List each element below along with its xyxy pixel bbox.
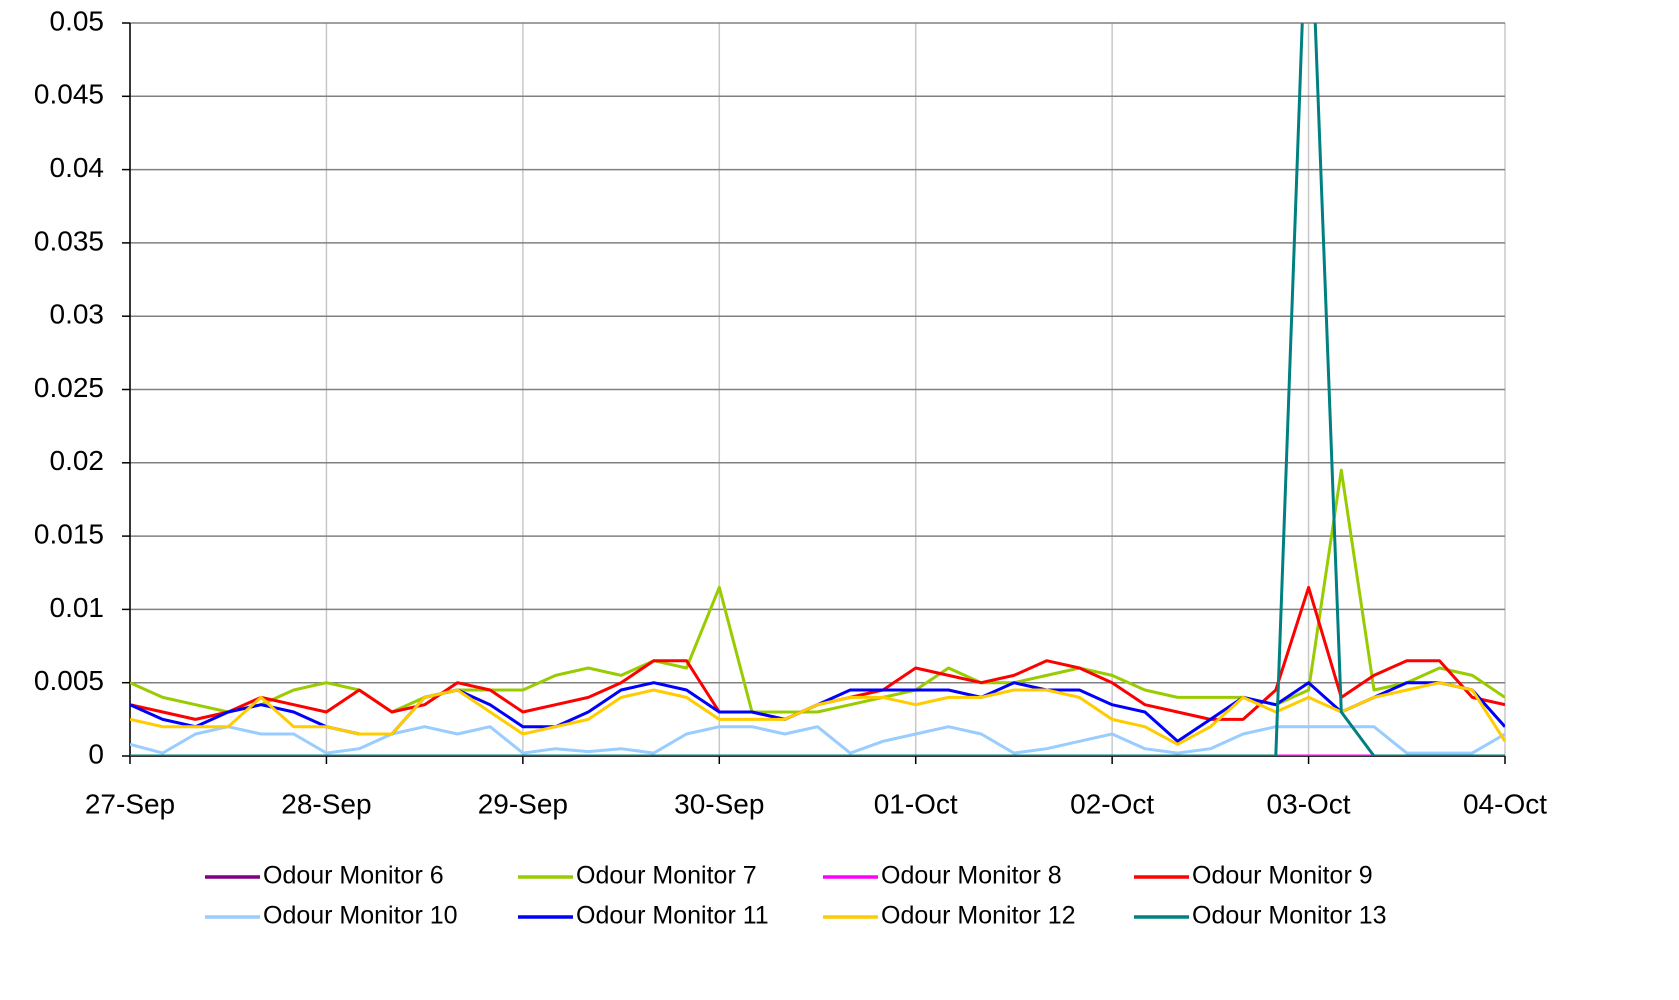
legend-label: Odour Monitor 13	[1192, 902, 1387, 930]
y-tick-label: 0.02	[50, 445, 105, 476]
series-line	[130, 681, 1505, 746]
y-tick-label: 0.035	[34, 225, 104, 256]
legend-label: Odour Monitor 12	[881, 902, 1076, 930]
y-tick-label: 0.045	[34, 79, 104, 110]
x-tick-label: 28-Sep	[281, 788, 371, 819]
legend-label: Odour Monitor 8	[881, 862, 1062, 890]
legend-label: Odour Monitor 11	[576, 902, 769, 930]
y-tick-label: 0.005	[34, 665, 104, 696]
x-tick-label: 01-Oct	[874, 788, 958, 819]
x-tick-label: 03-Oct	[1267, 788, 1351, 819]
y-tick-label: 0.015	[34, 518, 104, 549]
y-tick-label: 0.01	[50, 592, 105, 623]
legend-label: Odour Monitor 7	[576, 862, 757, 890]
x-tick-label: 30-Sep	[674, 788, 764, 819]
x-tick-label: 04-Oct	[1463, 788, 1547, 819]
x-tick-label: 02-Oct	[1070, 788, 1154, 819]
y-tick-label: 0.03	[50, 299, 105, 330]
x-tick-label: 29-Sep	[478, 788, 568, 819]
y-tick-label: 0.04	[50, 152, 105, 183]
y-tick-label: 0.025	[34, 372, 104, 403]
legend-label: Odour Monitor 9	[1192, 862, 1373, 890]
legend-label: Odour Monitor 10	[263, 902, 458, 930]
y-tick-label: 0.05	[50, 5, 105, 36]
y-tick-label: 0	[88, 738, 104, 769]
x-tick-label: 27-Sep	[85, 788, 175, 819]
series-group	[130, 23, 1505, 756]
legend-label: Odour Monitor 6	[263, 862, 444, 890]
